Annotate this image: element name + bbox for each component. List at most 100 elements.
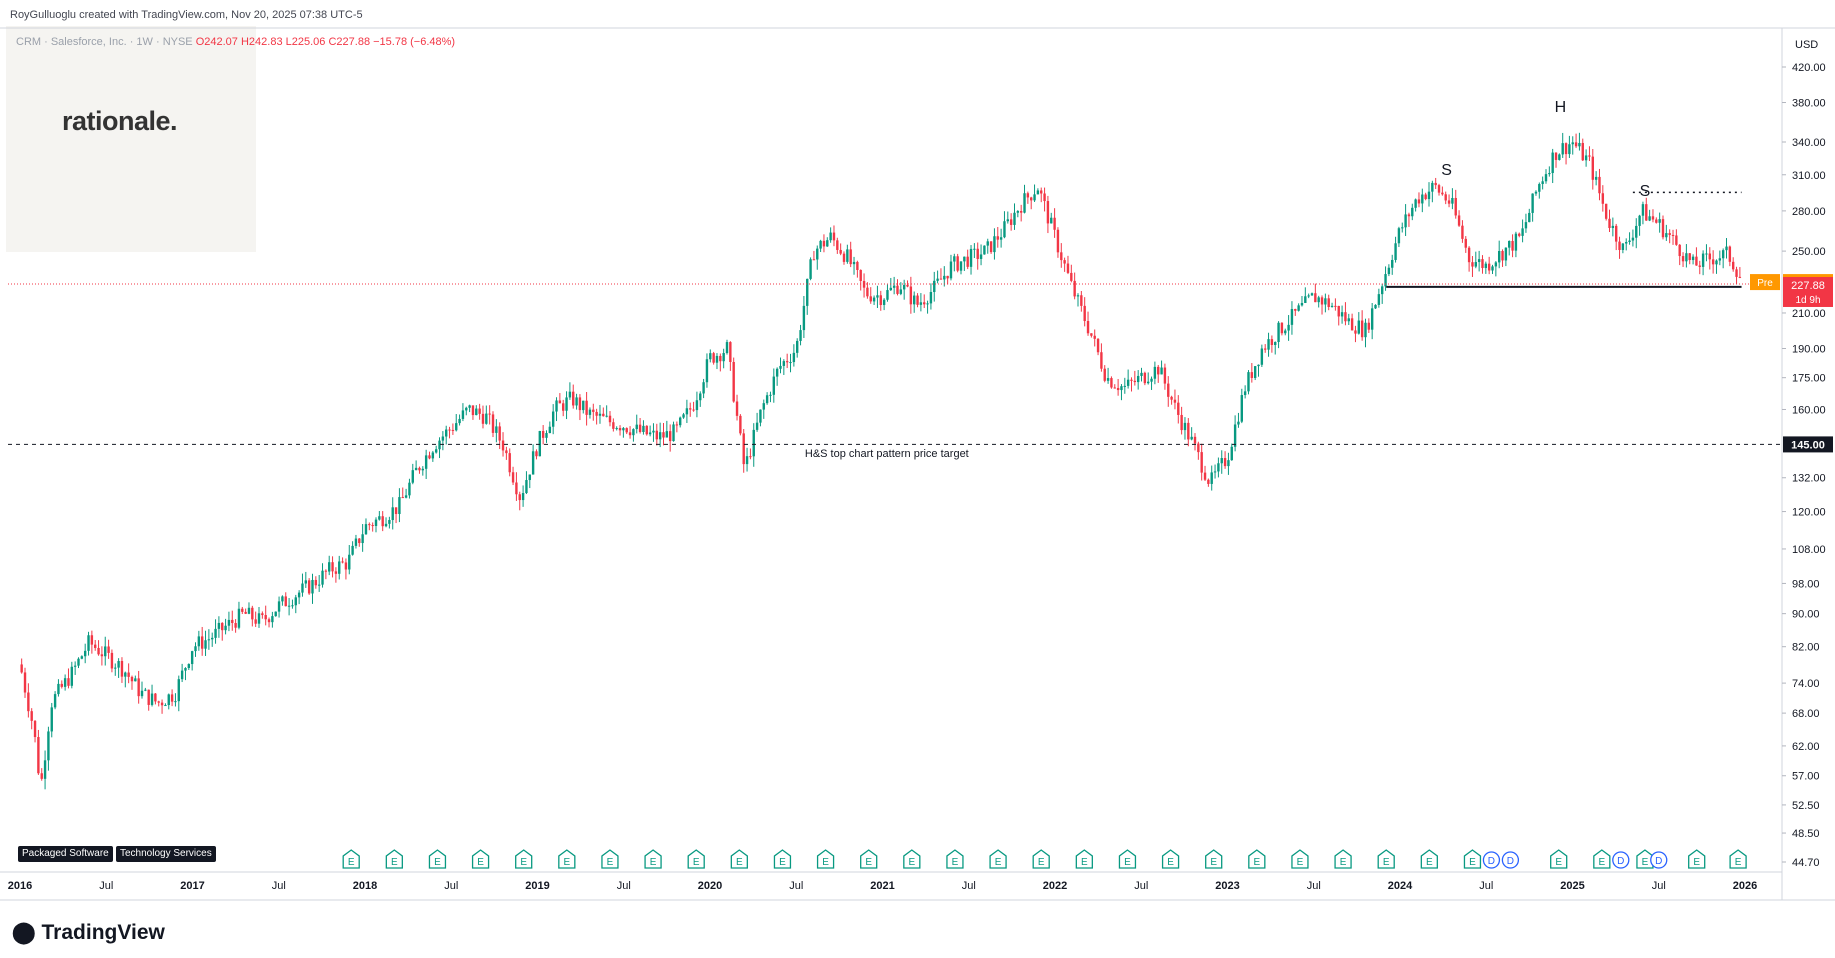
candle-body xyxy=(1394,243,1397,260)
candle-body xyxy=(1437,185,1441,193)
earnings-icon[interactable] xyxy=(1593,849,1611,869)
earnings-icon[interactable] xyxy=(515,849,533,869)
earnings-icon[interactable] xyxy=(342,849,360,869)
candle-body xyxy=(628,432,632,436)
dividend-icon[interactable] xyxy=(1501,851,1520,869)
candle-body xyxy=(100,654,104,657)
earnings-icon[interactable] xyxy=(1463,849,1482,869)
earnings-icon[interactable] xyxy=(1377,849,1395,869)
candle-body xyxy=(1350,318,1354,331)
dividend-icon[interactable] xyxy=(1612,851,1630,869)
candle-body xyxy=(796,340,799,353)
y-tick-label: 48.50 xyxy=(1792,828,1820,840)
candle-body xyxy=(779,365,782,369)
candle-body xyxy=(1263,348,1267,350)
earnings-icon[interactable] xyxy=(1334,849,1352,869)
x-tick-label: 2018 xyxy=(353,880,377,892)
candle-body xyxy=(575,397,578,406)
candle-body xyxy=(1685,253,1688,262)
industry-tag[interactable]: Packaged Software xyxy=(18,846,113,862)
earnings-icon-label: E xyxy=(1469,857,1476,868)
candle-body xyxy=(137,678,140,697)
earnings-icon[interactable] xyxy=(730,849,748,869)
earnings-icon[interactable] xyxy=(385,849,403,869)
earnings-icon[interactable] xyxy=(773,849,792,869)
earnings-icon[interactable] xyxy=(816,849,835,869)
candle-body xyxy=(73,665,77,667)
candle-body xyxy=(421,468,425,471)
candle-body xyxy=(545,433,548,438)
dividend-icon[interactable] xyxy=(1482,851,1501,869)
last-price-label: 227.88 xyxy=(1791,280,1825,292)
earnings-icon[interactable] xyxy=(1118,849,1137,869)
candle-body xyxy=(943,275,946,280)
candle-body xyxy=(966,256,969,267)
candle-body xyxy=(1360,320,1364,338)
candle-body xyxy=(247,607,251,614)
candle-body xyxy=(348,554,351,570)
candle-body xyxy=(1578,142,1581,147)
candle-body xyxy=(378,516,381,520)
earnings-icon-label: E xyxy=(1426,857,1433,868)
x-tick-label: 2022 xyxy=(1043,880,1067,892)
earnings-icon[interactable] xyxy=(946,849,964,869)
candle-body xyxy=(953,256,956,262)
candle-body xyxy=(1217,463,1220,472)
candle-body xyxy=(792,352,796,363)
earnings-icon[interactable] xyxy=(1420,849,1438,869)
candle-body xyxy=(130,676,134,682)
candle-body xyxy=(1304,296,1307,303)
candle-body xyxy=(1401,227,1404,229)
bar-countdown-label: 1d 9h xyxy=(1795,295,1820,306)
earnings-icon[interactable] xyxy=(1248,849,1266,869)
earnings-icon[interactable] xyxy=(1161,849,1180,869)
earnings-icon[interactable] xyxy=(1729,849,1747,869)
dividend-icon[interactable] xyxy=(1650,851,1668,869)
earnings-icon[interactable] xyxy=(558,849,576,869)
candle-body xyxy=(889,287,893,291)
earnings-icon[interactable] xyxy=(687,849,705,869)
candle-body xyxy=(839,249,842,254)
candle-body xyxy=(1126,379,1130,386)
sector-tag[interactable]: Technology Services xyxy=(116,846,216,862)
earnings-icon[interactable] xyxy=(1205,849,1223,869)
candle-body xyxy=(408,482,411,496)
earnings-icon[interactable] xyxy=(1032,849,1050,869)
earnings-icon[interactable] xyxy=(989,849,1007,869)
candle-body xyxy=(672,424,675,442)
earnings-icon[interactable] xyxy=(903,849,921,869)
candle-body xyxy=(1477,259,1481,263)
earnings-icon[interactable] xyxy=(1550,849,1568,869)
candle-body xyxy=(147,689,150,705)
candle-body xyxy=(1380,286,1384,295)
candle-body xyxy=(933,280,936,293)
earnings-icon[interactable] xyxy=(1075,849,1093,869)
x-tick-label: 2016 xyxy=(8,880,32,892)
earnings-icon[interactable] xyxy=(428,849,447,869)
candle-body xyxy=(83,650,87,657)
candle-body xyxy=(1554,152,1558,160)
candle-body xyxy=(1711,259,1715,265)
earnings-icon[interactable] xyxy=(471,849,490,869)
earnings-icon[interactable] xyxy=(1688,849,1706,869)
candle-body xyxy=(872,297,876,302)
earnings-icon[interactable] xyxy=(601,849,619,869)
symbol-name: CRM · Salesforce, Inc. · 1W · NYSE xyxy=(16,36,193,48)
candle-body xyxy=(739,415,742,434)
x-tick-label: Jul xyxy=(1134,880,1148,892)
candle-body xyxy=(314,579,318,586)
earnings-icon[interactable] xyxy=(860,849,878,869)
caption-author: RoyGulluoglu created with TradingView.co… xyxy=(10,9,229,21)
earnings-icon[interactable] xyxy=(644,849,662,869)
candle-body xyxy=(732,361,735,402)
earnings-icon[interactable] xyxy=(1636,849,1654,869)
candle-body xyxy=(1240,395,1243,422)
candle-body xyxy=(284,596,287,607)
earnings-icon[interactable] xyxy=(1291,849,1309,869)
candle-body xyxy=(414,467,418,471)
tradingview-logo[interactable]: ⬤ TradingView xyxy=(12,920,165,945)
candle-body xyxy=(144,689,147,691)
candle-body xyxy=(1457,215,1461,226)
